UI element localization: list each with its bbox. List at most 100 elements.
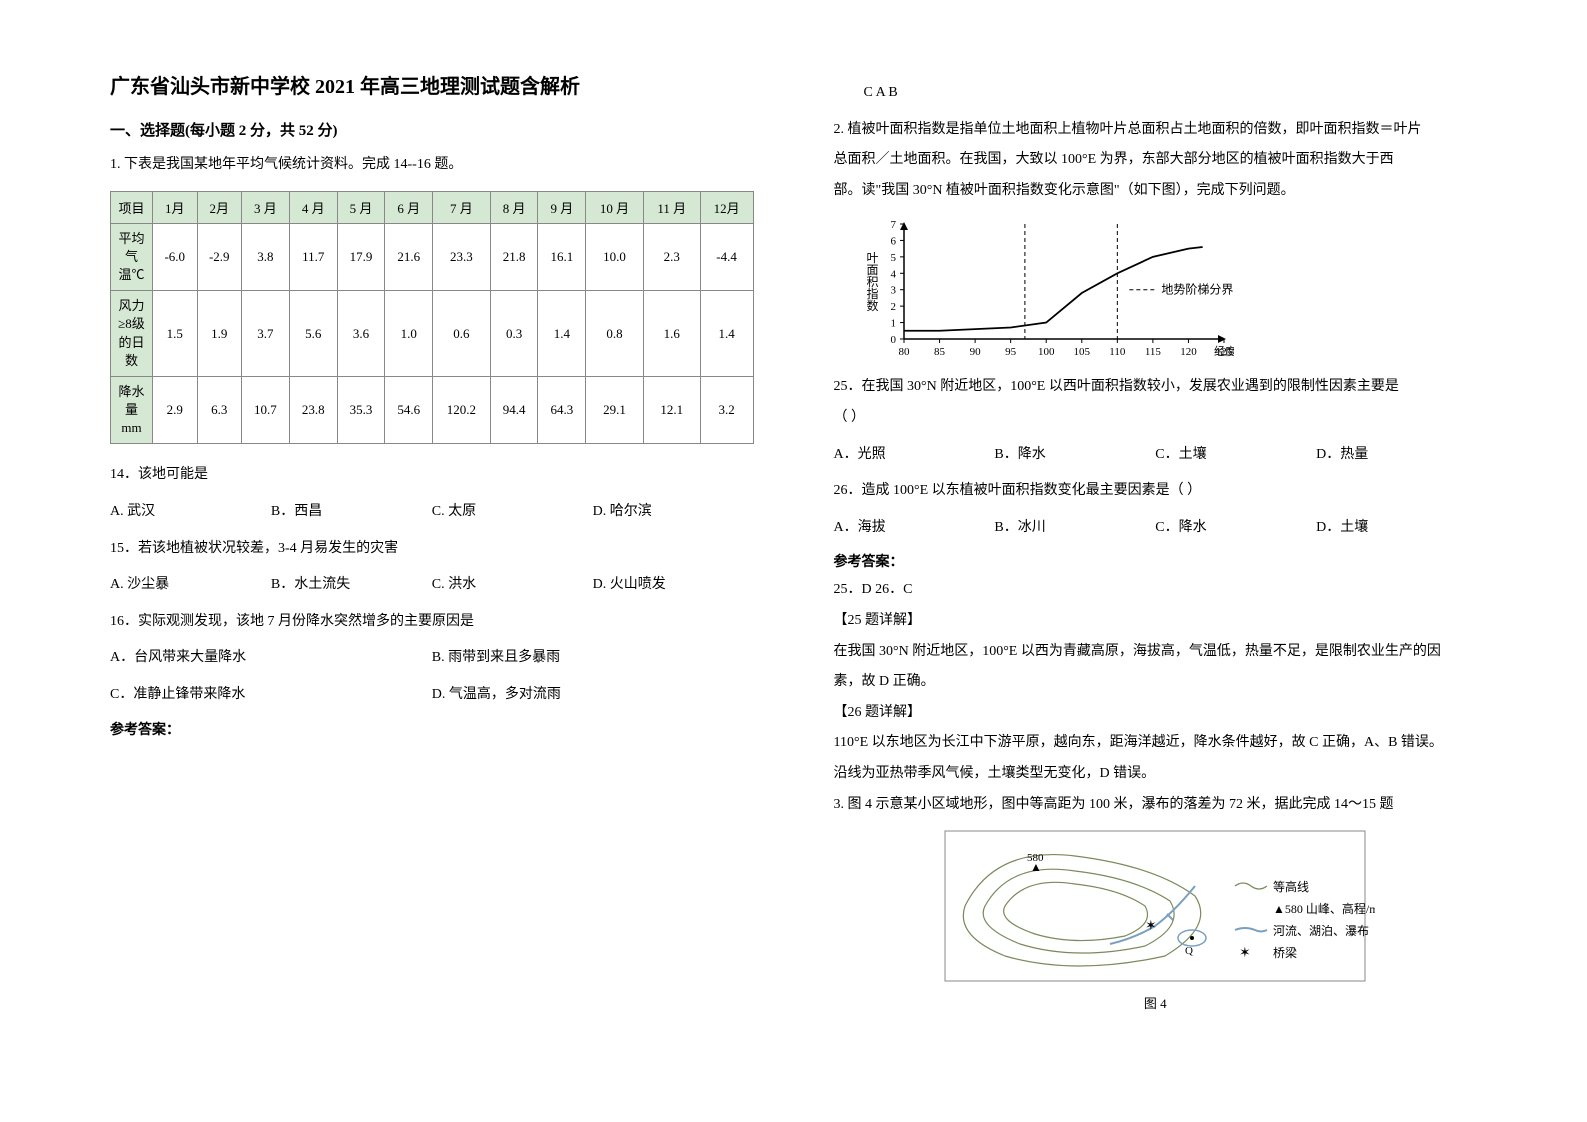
exp26-h: 【26 题详解】 xyxy=(834,700,1478,727)
table-cell: 10.7 xyxy=(242,376,290,444)
svg-text:120: 120 xyxy=(1180,346,1197,358)
q14-opt-d: D. 哈尔滨 xyxy=(593,499,754,526)
svg-text:85: 85 xyxy=(934,346,946,358)
answer-heading-2: 参考答案： xyxy=(834,551,1478,571)
svg-text:80: 80 xyxy=(898,346,910,358)
table-col-head: 3 月 xyxy=(242,191,290,223)
q15-opt-c: C. 洪水 xyxy=(432,572,593,599)
svg-text:1: 1 xyxy=(890,318,896,330)
svg-text:Q: Q xyxy=(1185,945,1193,957)
table-col-head: 10 月 xyxy=(586,191,644,223)
table-cell: 0.8 xyxy=(586,291,644,377)
table-cell: 1.6 xyxy=(643,291,700,377)
terrain-map: ▲580Q✶等高线▲580 山峰、高程/m河流、湖泊、瀑布✶桥梁 图 4 xyxy=(935,826,1375,1006)
table-cell: 1.9 xyxy=(197,291,242,377)
table-col-head: 11 月 xyxy=(643,191,700,223)
svg-text:7: 7 xyxy=(890,219,896,231)
table-cell: 2.3 xyxy=(643,223,700,291)
q2-stem-3: 部。读"我国 30°N 植被叶面积指数变化示意图"（如下图），完成下列问题。 xyxy=(834,178,1478,205)
q14-stem: 14．该地可能是 xyxy=(110,462,754,489)
q25-stem-b: （ ） xyxy=(834,405,1478,432)
svg-text:✶: ✶ xyxy=(1239,946,1251,961)
table-col-head: 8 月 xyxy=(490,191,538,223)
q26-opt-d: D．土壤 xyxy=(1316,515,1477,542)
q25-stem: 25．在我国 30°N 附近地区，100°E 以西叶面积指数较小，发展农业遇到的… xyxy=(834,374,1478,401)
table-col-head: 1月 xyxy=(153,191,198,223)
q16-opt-d: D. 气温高，多对流雨 xyxy=(432,682,754,709)
table-cell: 6.3 xyxy=(197,376,242,444)
svg-text:2: 2 xyxy=(890,302,896,314)
q1-stem: 1. 下表是我国某地年平均气候统计资料。完成 14--16 题。 xyxy=(110,152,754,179)
table-cell: 0.3 xyxy=(490,291,538,377)
table-col-head: 项目 xyxy=(111,191,153,223)
table-col-head: 4 月 xyxy=(289,191,337,223)
table-cell: 35.3 xyxy=(337,376,385,444)
table-col-head: 7 月 xyxy=(433,191,491,223)
q2-stem-1: 2. 植被叶面积指数是指单位土地面积上植物叶片总面积占土地面积的倍数，即叶面积指… xyxy=(834,117,1478,144)
table-cell: 23.3 xyxy=(433,223,491,291)
table-cell: 94.4 xyxy=(490,376,538,444)
q26-opt-a: A．海拔 xyxy=(834,515,995,542)
q15-options: A. 沙尘暴 B．水土流失 C. 洪水 D. 火山喷发 xyxy=(110,572,754,599)
exp26-2: 沿线为亚热带季风气候，土壤类型无变化，D 错误。 xyxy=(834,761,1478,788)
table-col-head: 12月 xyxy=(700,191,753,223)
svg-text:3: 3 xyxy=(890,285,896,297)
table-cell: 1.5 xyxy=(153,291,198,377)
table-cell: 3.6 xyxy=(337,291,385,377)
exp25-2: 素，故 D 正确。 xyxy=(834,669,1478,696)
table-cell: 23.8 xyxy=(289,376,337,444)
svg-text:等高线: 等高线 xyxy=(1273,879,1309,894)
table-cell: 5.6 xyxy=(289,291,337,377)
answers-2: 25．D 26．C xyxy=(834,577,1478,604)
q14-opt-c: C. 太原 xyxy=(432,499,593,526)
q26-opt-c: C．降水 xyxy=(1155,515,1316,542)
table-row-head: 平均气温℃ xyxy=(111,223,153,291)
q25-opt-b: B．降水 xyxy=(994,442,1155,469)
table-cell: 29.1 xyxy=(586,376,644,444)
q26-opt-b: B．冰川 xyxy=(994,515,1155,542)
page-title: 广东省汕头市新中学校 2021 年高三地理测试题含解析 xyxy=(110,70,754,99)
svg-text:地势阶梯分界: 地势阶梯分界 xyxy=(1161,283,1233,297)
q16-options-row1: A．台风带来大量降水 B. 雨带到来且多暴雨 xyxy=(110,645,754,672)
table-cell: 120.2 xyxy=(433,376,491,444)
table-row-head: 降水量mm xyxy=(111,376,153,444)
table-cell: 0.6 xyxy=(433,291,491,377)
svg-text:110: 110 xyxy=(1109,346,1126,358)
exp25-h: 【25 题详解】 xyxy=(834,608,1478,635)
q14-options: A. 武汉 B．西昌 C. 太原 D. 哈尔滨 xyxy=(110,499,754,526)
q16-stem: 16．实际观测发现，该地 7 月份降水突然增多的主要原因是 xyxy=(110,609,754,636)
q25-options: A．光照 B．降水 C．土壤 D．热量 xyxy=(834,442,1478,469)
table-cell: 10.0 xyxy=(586,223,644,291)
svg-text:580: 580 xyxy=(1027,852,1044,864)
table-cell: 16.1 xyxy=(538,223,586,291)
svg-text:4: 4 xyxy=(890,269,896,281)
q15-opt-a: A. 沙尘暴 xyxy=(110,572,271,599)
table-cell: 2.9 xyxy=(153,376,198,444)
table-col-head: 5 月 xyxy=(337,191,385,223)
table-cell: 11.7 xyxy=(289,223,337,291)
map-caption: 图 4 xyxy=(935,993,1375,1012)
svg-text:✶: ✶ xyxy=(1145,919,1157,934)
q2-stem-2: 总面积／土地面积。在我国，大致以 100°E 为界，东部大部分地区的植被叶面积指… xyxy=(834,147,1478,174)
table-cell: 17.9 xyxy=(337,223,385,291)
climate-table: 项目1月2月3 月4 月5 月6 月7 月8 月9 月10 月11 月12月 平… xyxy=(110,191,754,445)
q25-opt-c: C．土壤 xyxy=(1155,442,1316,469)
table-cell: 12.1 xyxy=(643,376,700,444)
q25-opt-d: D．热量 xyxy=(1316,442,1477,469)
q14-opt-a: A. 武汉 xyxy=(110,499,271,526)
table-col-head: 9 月 xyxy=(538,191,586,223)
svg-text:115: 115 xyxy=(1144,346,1161,358)
q3-stem: 3. 图 4 示意某小区域地形，图中等高距为 100 米，瀑布的落差为 72 米… xyxy=(834,792,1478,819)
q26-stem: 26．造成 100°E 以东植被叶面积指数变化最主要因素是（ ） xyxy=(834,478,1478,505)
q15-stem: 15．若该地植被状况较差，3-4 月易发生的灾害 xyxy=(110,536,754,563)
svg-text:95: 95 xyxy=(1005,346,1017,358)
svg-text:100: 100 xyxy=(1037,346,1054,358)
table-col-head: 2月 xyxy=(197,191,242,223)
table-row-head: 风力≥8级的日数 xyxy=(111,291,153,377)
svg-text:河流、湖泊、瀑布: 河流、湖泊、瀑布 xyxy=(1273,923,1369,938)
svg-text:105: 105 xyxy=(1073,346,1090,358)
q25-opt-a: A．光照 xyxy=(834,442,995,469)
svg-text:▲580 山峰、高程/m: ▲580 山峰、高程/m xyxy=(1273,901,1375,916)
svg-text:6: 6 xyxy=(890,236,896,248)
table-cell: 1.0 xyxy=(385,291,433,377)
